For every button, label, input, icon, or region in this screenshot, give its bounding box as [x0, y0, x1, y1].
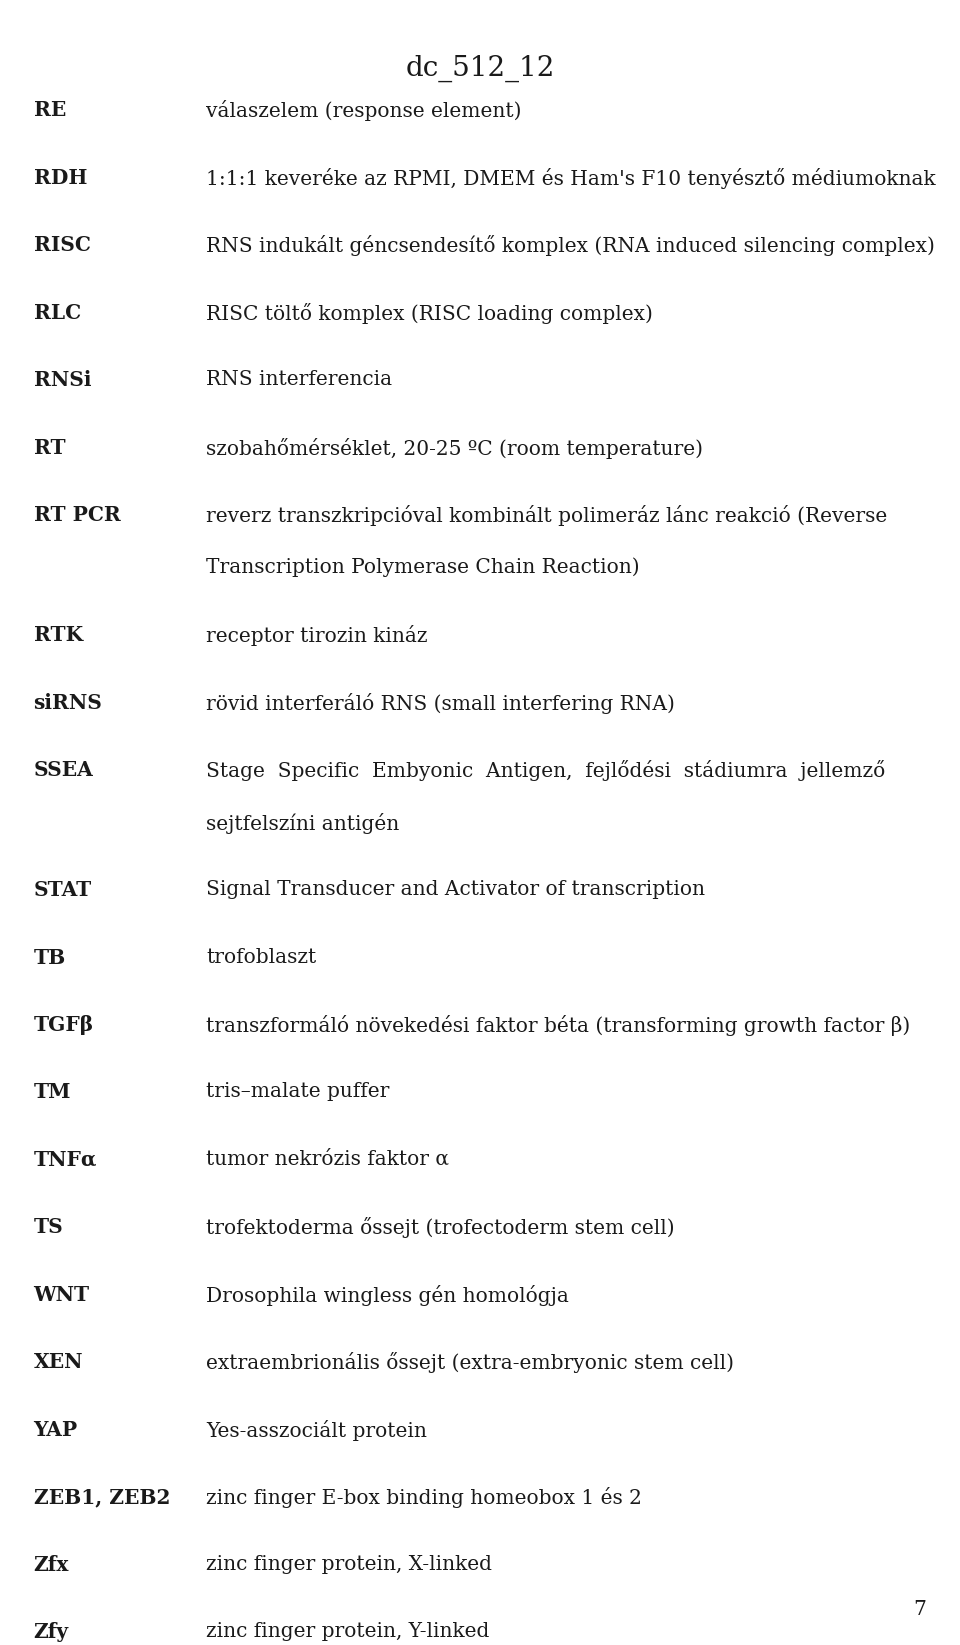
Text: zinc finger E-box binding homeobox 1 és 2: zinc finger E-box binding homeobox 1 és …: [206, 1487, 642, 1508]
Text: zinc finger protein, X-linked: zinc finger protein, X-linked: [206, 1555, 492, 1574]
Text: Signal Transducer and Activator of transcription: Signal Transducer and Activator of trans…: [206, 880, 706, 900]
Text: extraembrionális őssejt (extra-embryonic stem cell): extraembrionális őssejt (extra-embryonic…: [206, 1352, 734, 1374]
Text: Stage  Specific  Embyonic  Antigen,  fejlődési  stádiumra  jellemző: Stage Specific Embyonic Antigen, fejlődé…: [206, 760, 886, 781]
Text: STAT: STAT: [34, 880, 92, 900]
Text: RT PCR: RT PCR: [34, 505, 120, 525]
Text: Transcription Polymerase Chain Reaction): Transcription Polymerase Chain Reaction): [206, 558, 640, 577]
Text: YAP: YAP: [34, 1420, 78, 1439]
Text: TM: TM: [34, 1082, 71, 1102]
Text: válaszelem (response element): válaszelem (response element): [206, 100, 522, 122]
Text: RLC: RLC: [34, 303, 81, 322]
Text: reverz transzkripcióval kombinált polimeráz lánc reakció (Reverse: reverz transzkripcióval kombinált polime…: [206, 505, 888, 526]
Text: tris–malate puffer: tris–malate puffer: [206, 1082, 390, 1102]
Text: ZEB1, ZEB2: ZEB1, ZEB2: [34, 1487, 170, 1507]
Text: Zfy: Zfy: [34, 1622, 68, 1642]
Text: SSEA: SSEA: [34, 760, 93, 780]
Text: rövid interferáló RNS (small interfering RNA): rövid interferáló RNS (small interfering…: [206, 693, 675, 714]
Text: sejtfelszíni antigén: sejtfelszíni antigén: [206, 813, 399, 834]
Text: RTK: RTK: [34, 625, 83, 645]
Text: trofektoderma őssejt (trofectoderm stem cell): trofektoderma őssejt (trofectoderm stem …: [206, 1217, 675, 1239]
Text: RNSi: RNSi: [34, 370, 91, 390]
Text: trofoblaszt: trofoblaszt: [206, 948, 317, 967]
Text: RDH: RDH: [34, 168, 87, 188]
Text: receptor tirozin kináz: receptor tirozin kináz: [206, 625, 428, 646]
Text: szobahőmérséklet, 20-25 ºC (room temperature): szobahőmérséklet, 20-25 ºC (room tempera…: [206, 438, 704, 459]
Text: TNFα: TNFα: [34, 1150, 97, 1170]
Text: 7: 7: [914, 1599, 926, 1619]
Text: WNT: WNT: [34, 1285, 89, 1304]
Text: RISC töltő komplex (RISC loading complex): RISC töltő komplex (RISC loading complex…: [206, 303, 653, 324]
Text: RNS indukált géncsendesítő komplex (RNA induced silencing complex): RNS indukált géncsendesítő komplex (RNA …: [206, 235, 935, 257]
Text: TB: TB: [34, 948, 66, 967]
Text: Yes-asszociált protein: Yes-asszociált protein: [206, 1420, 427, 1441]
Text: dc_512_12: dc_512_12: [405, 54, 555, 82]
Text: Drosophila wingless gén homológja: Drosophila wingless gén homológja: [206, 1285, 569, 1306]
Text: Zfx: Zfx: [34, 1555, 69, 1574]
Text: zinc finger protein, Y-linked: zinc finger protein, Y-linked: [206, 1622, 490, 1642]
Text: RISC: RISC: [34, 235, 90, 255]
Text: tumor nekrózis faktor α: tumor nekrózis faktor α: [206, 1150, 449, 1170]
Text: siRNS: siRNS: [34, 693, 103, 712]
Text: RNS interferencia: RNS interferencia: [206, 370, 393, 390]
Text: RT: RT: [34, 438, 65, 457]
Text: transzformáló növekedési faktor béta (transforming growth factor β): transzformáló növekedési faktor béta (tr…: [206, 1015, 911, 1036]
Text: TGFβ: TGFβ: [34, 1015, 94, 1035]
Text: 1:1:1 keveréke az RPMI, DMEM és Ham's F10 tenyésztő médiumoknak: 1:1:1 keveréke az RPMI, DMEM és Ham's F1…: [206, 168, 936, 189]
Text: RE: RE: [34, 100, 66, 120]
Text: XEN: XEN: [34, 1352, 84, 1372]
Text: TS: TS: [34, 1217, 63, 1237]
